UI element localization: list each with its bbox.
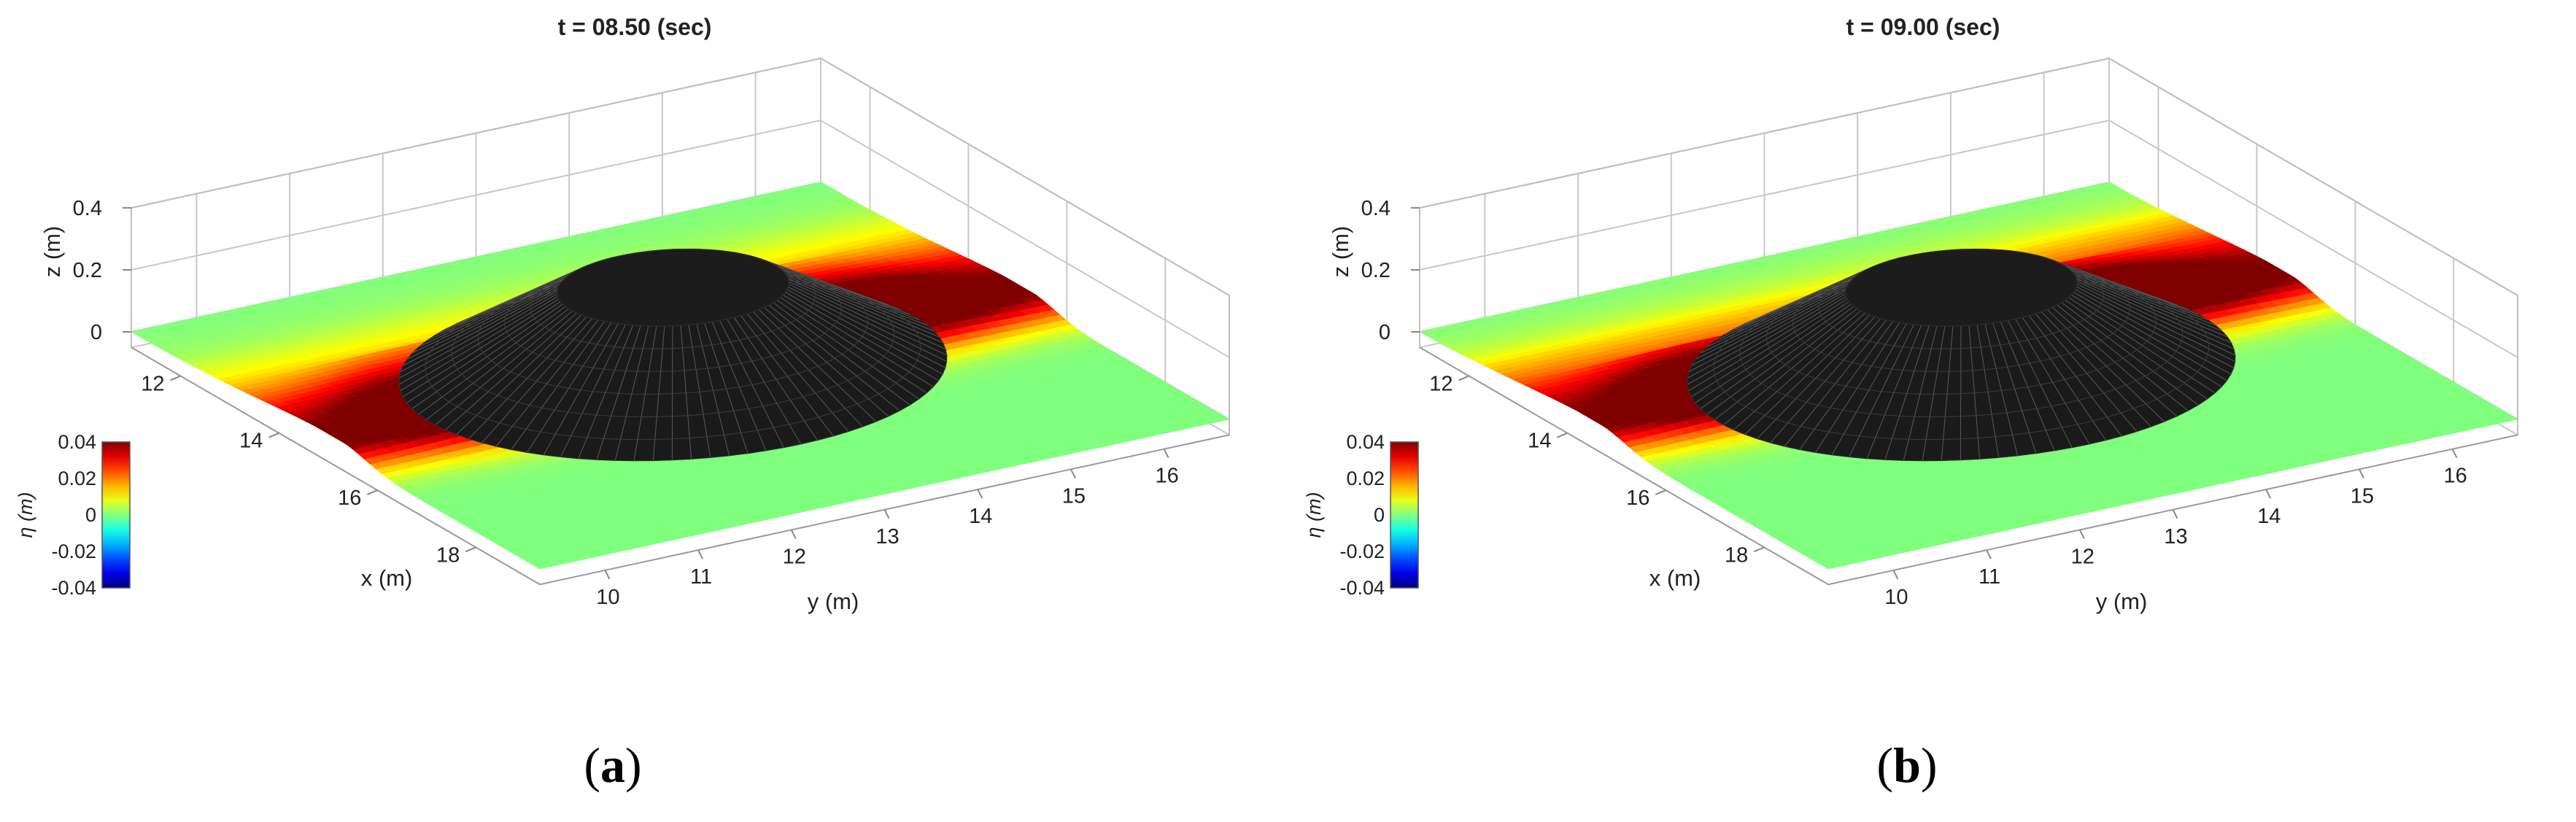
colorbar-gradient [1390,441,1419,589]
surface-plot-b: 12 14 16 18 10 11 12 13 14 15 16 0.4 0.2 0 x (m) y (m) z… [1303,14,2519,614]
chart-title: t = 08.50 (sec) [558,14,712,40]
x-tick-label: 18 [436,543,460,567]
z-tick-label: 0 [90,321,102,344]
conical-island [1687,248,2236,462]
y-tick-label: 10 [596,586,619,609]
y-axis-label: y (m) [2096,589,2148,614]
colorbar-tick-label: 0 [1374,504,1385,526]
y-tick-label: 11 [690,565,712,589]
colorbar-tick-label: 0.04 [58,431,96,453]
axes-box [1419,57,2518,586]
conical-island [398,248,948,462]
axis-baseline [1419,346,2518,586]
island-top [556,248,789,327]
x-tick-label: 12 [141,372,164,395]
colorbar-tick-label: -0.04 [51,577,96,599]
colorbar: 0.04 0.02 0 -0.02 -0.04 η (m) [15,431,131,599]
caption-b: (b) [1876,737,1938,793]
colorbar-tick-label: 0.02 [58,468,96,489]
z-axis-label: z (m) [1328,226,1353,278]
tick-labels: 12 14 16 18 10 11 12 13 14 15 16 0.4 0.2 0 [1361,197,2467,609]
z-tick-label: 0.4 [1361,197,1391,220]
y-tick-label: 14 [2257,505,2281,528]
surface-plot-a: 12 14 16 18 10 11 12 13 14 15 16 0.4 0.2 0 x (m) y (m) z… [15,14,1231,614]
x-tick-label: 16 [338,486,361,510]
grid-lines [131,57,1230,437]
colorbar-tick-label: 0 [85,504,96,526]
colorbar: 0.04 0.02 0 -0.02 -0.04 η (m) [1303,431,1419,599]
x-axis-label: x (m) [361,565,413,591]
y-tick-label: 13 [875,525,899,548]
x-tick-label: 16 [1626,486,1649,510]
axis-baseline [131,346,1230,586]
y-tick-label: 16 [1155,465,1178,488]
colorbar-gradient [101,441,131,589]
y-tick-label: 11 [1979,565,2000,589]
z-tick-label: 0 [1379,321,1391,344]
colorbar-tick-label: -0.04 [1339,577,1385,599]
colorbar-label: η (m) [15,492,36,538]
axes-box [131,57,1230,586]
y-tick-label: 12 [2071,545,2095,568]
y-tick-label: 13 [2164,525,2187,548]
chart-panel-a: 12 14 16 18 10 11 12 13 14 15 16 0.4 0.2 0 x (m) y (m) z… [15,14,1231,614]
colorbar-tick-label: -0.02 [51,540,96,562]
island-top [1844,248,2078,327]
y-tick-label: 16 [2443,465,2467,488]
caption-a: (a) [584,737,642,793]
x-tick-label: 14 [1528,430,1551,453]
colorbar-tick-label: 0.02 [1346,468,1385,489]
x-tick-label: 14 [239,430,263,453]
y-tick-label: 14 [969,505,992,528]
colorbar-tick-label: 0.04 [1346,431,1385,453]
z-tick-label: 0.2 [73,259,102,282]
z-tick-label: 0.4 [73,197,102,220]
y-tick-label: 15 [2351,484,2374,508]
x-axis-label: x (m) [1649,565,1701,591]
grid-line-z [1419,119,2518,358]
y-tick-label: 12 [783,545,806,568]
x-tick-label: 12 [1429,372,1453,395]
colorbar-label: η (m) [1303,492,1325,538]
x-tick-label: 18 [1725,543,1748,567]
colorbar-tick-label: -0.02 [1339,540,1385,562]
y-axis-label: y (m) [808,589,859,614]
tick-labels: 12 14 16 18 10 11 12 13 14 15 16 0.4 0.2 0 [73,197,1179,609]
chart-panel-b: 12 14 16 18 10 11 12 13 14 15 16 0.4 0.2 0 x (m) y (m) z… [1288,0,2576,822]
chart-title: t = 09.00 (sec) [1846,14,2000,40]
y-tick-label: 15 [1062,484,1086,508]
z-tick-label: 0.2 [1361,259,1391,282]
z-axis-label: z (m) [39,226,65,278]
y-tick-label: 10 [1884,586,1908,609]
grid-line-z [131,119,1230,358]
